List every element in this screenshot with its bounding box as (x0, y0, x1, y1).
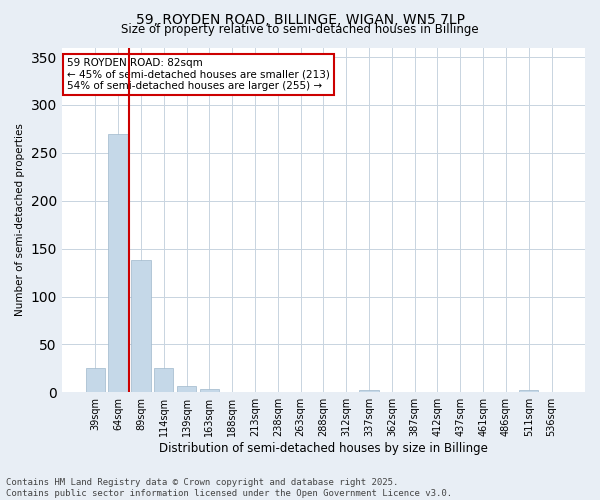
Bar (154, 368, 173, 392)
Y-axis label: Number of semi-detached properties: Number of semi-detached properties (15, 124, 25, 316)
X-axis label: Distribution of semi-detached houses by size in Billinge: Distribution of semi-detached houses by … (159, 442, 488, 455)
Bar (359, 390, 379, 392)
Bar (519, 390, 538, 392)
Text: 59 ROYDEN ROAD: 82sqm
← 45% of semi-detached houses are smaller (213)
54% of sem: 59 ROYDEN ROAD: 82sqm ← 45% of semi-deta… (67, 58, 330, 91)
Bar (131, 260, 151, 392)
Bar (109, 134, 128, 392)
Bar (86, 368, 105, 392)
Text: Contains HM Land Registry data © Crown copyright and database right 2025.
Contai: Contains HM Land Registry data © Crown c… (6, 478, 452, 498)
Bar (177, 386, 196, 392)
Text: 59, ROYDEN ROAD, BILLINGE, WIGAN, WN5 7LP: 59, ROYDEN ROAD, BILLINGE, WIGAN, WN5 7L… (136, 12, 464, 26)
Text: Size of property relative to semi-detached houses in Billinge: Size of property relative to semi-detach… (121, 22, 479, 36)
Bar (200, 388, 219, 392)
